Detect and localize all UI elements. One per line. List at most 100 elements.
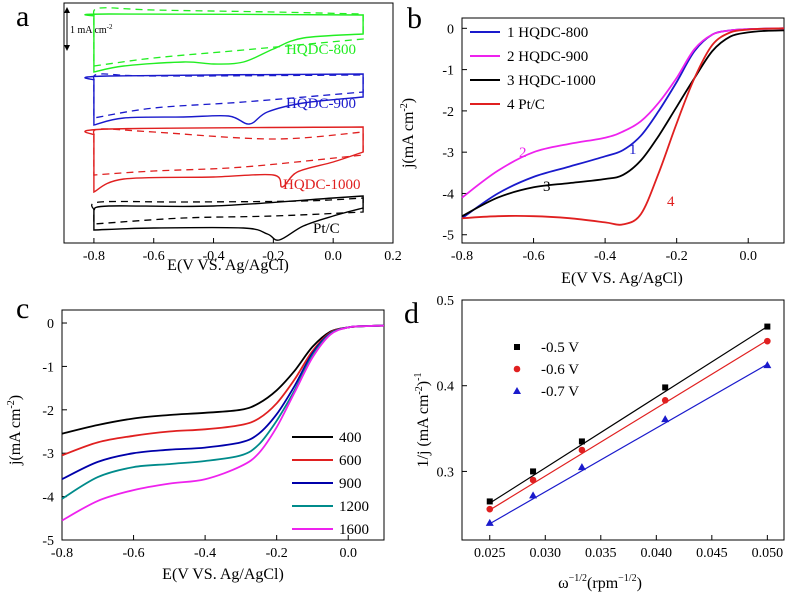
panel-b-y-tick-label: -1: [442, 64, 454, 79]
panel-a-x-tick-label: -0.6: [143, 249, 165, 264]
panel-b-curve-number-4: 4: [667, 194, 675, 210]
panel-c-y-tick-label: -4: [42, 491, 54, 506]
panel-d-x-tick-label: 0.050: [752, 546, 784, 561]
panel-d-y-tick-label: 0.4: [437, 380, 455, 395]
panel-b-x-tick-label: -0.8: [451, 249, 473, 264]
panel-c-series-4: [61, 324, 385, 522]
panel-d-x-tick-label: 0.035: [585, 546, 617, 561]
panel-a-x-tick-label: 0.0: [324, 249, 342, 264]
panel-d-x-tick-label: 0.025: [474, 546, 506, 561]
panel-c-legend-label-4: 1600: [339, 522, 369, 538]
panel-d-legend-label-1: -0.6 V: [541, 362, 579, 378]
panel-a: a -0.8 -0.6 -0.4 -0.2 0.0 0.2 1 mA cm-2 HQDC-…: [16, 0, 402, 274]
panel-b-y-tick-label: -5: [442, 229, 454, 244]
panel-d-y-tick-label: 0.5: [437, 294, 455, 309]
panel-c-y-tick-label: -1: [42, 360, 54, 375]
panel-d-point-2-0: [485, 518, 494, 526]
scale-bar-arrow-up: [64, 7, 70, 13]
panel-c-legend-label-3: 1200: [339, 499, 369, 515]
panel-b-x-tick-label: -0.6: [522, 249, 544, 264]
panel-b-legend-label-3: 4 Pt/C: [507, 97, 545, 113]
panel-d-legend-marker-1: [513, 365, 521, 373]
panel-b-legend-label-1: 2 HQDC-900: [507, 49, 588, 65]
panel-d-point-2-1: [529, 491, 538, 499]
panel-b-y-tick-label: 0: [447, 22, 454, 37]
panel-d-point-1-3: [661, 396, 669, 404]
scale-bar-label: 1 mA cm-2: [70, 23, 113, 36]
cv-loop-solid-1: [84, 73, 364, 126]
panel-d-plot: 0.025 0.030 0.035 0.040 0.045 0.050 0.3 0.4 0.5 -…: [437, 294, 785, 561]
panel-d-legend-marker-0: [514, 344, 520, 350]
panel-c-legend-label-1: 600: [339, 453, 362, 469]
panel-c: c -0.8 -0.6 -0.4 -0.2 0.0 0 -1 -2 -3 -4 -5 400 600 90…: [6, 292, 385, 583]
panel-b-x-tick-label: -0.4: [594, 249, 616, 264]
panel-c-y-label: j(mA cm-2): [6, 395, 24, 466]
panel-d-fit-line-0: [489, 326, 768, 504]
panel-b-plot: -0.8 -0.6 -0.4 -0.2 0.0 0 -1 -2 -3 -4 -5 1 HQDC-800…: [442, 17, 785, 264]
panel-b-series-2: [461, 29, 785, 217]
panel-d-legend-label-2: -0.7 V: [541, 384, 579, 400]
panel-b-legend-label-0: 1 HQDC-800: [507, 25, 588, 41]
panel-d-point-1-4: [764, 337, 771, 345]
panel-c-y-tick-label: -3: [42, 447, 54, 462]
panel-letter-d: d: [404, 297, 419, 330]
panel-d-x-tick-label: 0.040: [641, 546, 673, 561]
panel-d-fit-line-1: [489, 339, 768, 511]
panel-b-legend-label-2: 3 HQDC-1000: [507, 73, 596, 89]
panel-c-x-tick-label: -0.4: [194, 546, 216, 561]
panel-c-legend-label-2: 900: [339, 476, 362, 492]
panel-c-frame: [61, 309, 385, 541]
panel-b-y-tick-label: -2: [442, 105, 454, 120]
panel-c-legend-label-0: 400: [339, 430, 362, 446]
panel-b-frame: [461, 17, 785, 244]
panel-c-x-tick-label: -0.8: [51, 546, 73, 561]
panel-d-x-tick-label: 0.030: [530, 546, 562, 561]
panel-d-y-tick-label: 0.3: [437, 465, 455, 480]
panel-d-frame: [461, 299, 785, 541]
panel-b-curve-number-1: 1: [629, 142, 637, 158]
panel-d-fit-line-2: [489, 363, 768, 525]
label-ptc: Pt/C: [313, 221, 340, 237]
cv-loop-solid-3: [93, 195, 364, 241]
panel-b-curve-number-2: 2: [519, 145, 527, 161]
panel-c-x-tick-label: -0.2: [266, 546, 288, 561]
panel-d: d 0.025 0.030 0.035 0.040 0.045 0.0500.30.40.…: [404, 294, 785, 592]
panel-d-point-1-1: [529, 476, 537, 484]
panel-c-x-tick-label: -0.6: [122, 546, 144, 561]
panel-a-x-tick-label: -0.8: [83, 249, 105, 264]
panel-a-scale-bar: 1 mA cm-2: [64, 7, 113, 51]
panel-d-point-1-2: [578, 446, 586, 454]
panel-d-x-tick-label: 0.045: [696, 546, 728, 561]
panel-letter-a: a: [16, 0, 29, 33]
panel-a-curves: [84, 7, 364, 241]
panel-d-point-0-3: [662, 384, 669, 391]
panel-c-series-1: [61, 324, 385, 457]
panel-b: b -0.8 -0.6 -0.4 -0.2 0.0 0 -1 -2 -3 -4 -5 1 HQDC-8…: [399, 2, 785, 287]
panel-c-y-tick-label: -5: [42, 534, 54, 549]
panel-a-x-label: E(V VS. Ag/AgCl): [167, 257, 289, 274]
scale-bar-arrow-down: [64, 45, 70, 51]
panel-c-series-2: [61, 324, 385, 481]
panel-a-x-ticks: -0.8 -0.6 -0.4 -0.2 0.0 0.2: [83, 238, 402, 264]
panel-a-frame: [63, 2, 394, 244]
panel-d-y-label: 1/j (mA cm-2)-1: [413, 373, 432, 468]
cv-loop-dashed-0: [92, 7, 364, 67]
cv-loop-dashed-3: [91, 197, 364, 225]
panel-d-point-0-2: [578, 438, 585, 445]
panel-d-point-2-4: [763, 361, 772, 369]
panel-b-y-tick-label: -4: [442, 187, 454, 202]
label-hqdc-1000: HQDC-1000: [283, 177, 361, 193]
cv-loop-solid-0: [84, 13, 364, 73]
panel-b-series-3: [461, 27, 785, 226]
panel-b-y-label: j(mA cm-2): [399, 98, 417, 169]
panel-c-series-0: [61, 324, 385, 435]
panel-c-x-tick-label: 0.0: [339, 546, 357, 561]
panel-d-point-2-3: [661, 415, 670, 423]
panel-d-legend-marker-2: [513, 387, 521, 394]
panel-c-y-tick-label: 0: [47, 317, 54, 332]
cv-loop-dashed-1: [92, 73, 364, 119]
panel-letter-b: b: [407, 2, 422, 35]
panel-a-x-tick-label: -0.2: [262, 249, 284, 264]
panel-d-point-1-0: [486, 505, 494, 513]
